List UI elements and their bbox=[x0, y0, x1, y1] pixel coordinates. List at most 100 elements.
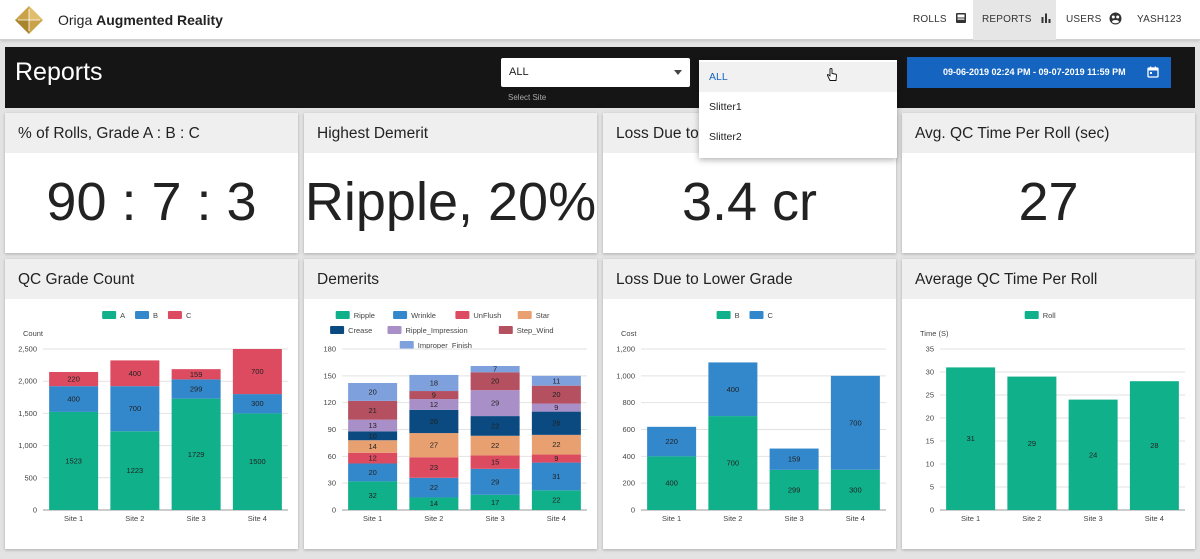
x-tick-label: Site 4 bbox=[1145, 514, 1164, 523]
bar-segment bbox=[409, 497, 459, 510]
data-label: 31 bbox=[966, 434, 974, 443]
bar-segment bbox=[531, 490, 581, 510]
nav-rolls-label: ROLLS bbox=[913, 14, 947, 25]
data-label: 31 bbox=[552, 472, 560, 481]
data-label: 10 bbox=[368, 431, 376, 440]
y-tick-label: 0 bbox=[33, 506, 37, 515]
legend-swatch bbox=[102, 311, 117, 319]
bar-segment bbox=[470, 468, 520, 495]
bar-segment bbox=[348, 463, 398, 482]
avg-qc-time-chart: Roll Time (S) 0 5 10 15 20 25 30 35 31 Site 1 29 Site… bbox=[920, 311, 1185, 523]
bar-segment bbox=[470, 416, 520, 436]
chart-title: Average QC Time Per Roll bbox=[915, 271, 1098, 288]
bar-segment bbox=[232, 349, 282, 395]
bar-segment bbox=[171, 379, 221, 399]
legend-label: C bbox=[186, 311, 192, 320]
date-range-button[interactable]: 09-06-2019 02:24 PM - 09-07-2019 11:59 P… bbox=[907, 57, 1171, 88]
bar-segment bbox=[708, 416, 758, 510]
y-axis-label: Cost bbox=[621, 329, 637, 338]
data-label: 20 bbox=[368, 387, 376, 396]
y-tick-label: 15 bbox=[926, 437, 934, 446]
bar-segment bbox=[409, 391, 459, 400]
data-label: 22 bbox=[430, 483, 438, 492]
data-label: 20 bbox=[552, 390, 560, 399]
data-label: 14 bbox=[368, 442, 376, 451]
bar-segment bbox=[531, 385, 581, 404]
data-label: 299 bbox=[190, 385, 203, 394]
y-tick-label: 400 bbox=[622, 452, 635, 461]
x-tick-label: Site 1 bbox=[662, 514, 681, 523]
bar-segment bbox=[531, 462, 581, 491]
data-label: 7 bbox=[493, 365, 497, 374]
chart-card-header: Demerits bbox=[304, 259, 597, 299]
data-label: 22 bbox=[552, 496, 560, 505]
top-navbar: Origa Augmented Reality ROLLS REPORTS US… bbox=[0, 0, 1200, 40]
data-label: 220 bbox=[67, 375, 80, 384]
bar-segment bbox=[946, 367, 996, 510]
data-label: 13 bbox=[368, 421, 376, 430]
page-title: Reports bbox=[15, 58, 103, 86]
y-tick-label: 200 bbox=[622, 479, 635, 488]
bar-segment bbox=[409, 409, 459, 434]
data-label: 220 bbox=[665, 437, 678, 446]
nav-reports[interactable]: REPORTS bbox=[973, 0, 1056, 40]
site-select[interactable]: ALL bbox=[501, 58, 690, 87]
data-label: 1729 bbox=[188, 450, 205, 459]
data-label: 15 bbox=[491, 458, 499, 467]
y-tick-label: 30 bbox=[926, 368, 934, 377]
nav-users-label: USERS bbox=[1066, 14, 1102, 25]
user-name: YASH123 bbox=[1137, 14, 1182, 25]
legend-label: Ripple bbox=[354, 311, 375, 320]
bar-segment bbox=[1068, 399, 1118, 510]
data-label: 300 bbox=[251, 399, 264, 408]
users-icon bbox=[1109, 12, 1122, 25]
dropdown-option-slitter1[interactable]: Slitter1 bbox=[709, 101, 742, 113]
legend-swatch bbox=[330, 326, 345, 334]
legend-label: Improper_Finish bbox=[418, 341, 472, 350]
nav-users[interactable]: USERS bbox=[1066, 0, 1126, 40]
origa-logo-icon[interactable] bbox=[14, 5, 44, 35]
bar-segment bbox=[110, 431, 160, 510]
legend-label: Ripple_Impression bbox=[406, 326, 468, 335]
data-label: 159 bbox=[190, 370, 203, 379]
loss-lower-grade-chart: B C Cost 0 200 400 600 800 1,000 1,200 400 220 Site … bbox=[616, 311, 886, 523]
bar-segment bbox=[348, 419, 398, 432]
dropdown-option-slitter2[interactable]: Slitter2 bbox=[709, 131, 742, 143]
kpi-title: % of Rolls, Grade A : B : C bbox=[18, 125, 200, 142]
data-label: 700 bbox=[251, 367, 264, 376]
data-label: 9 bbox=[554, 454, 558, 463]
data-label: 26 bbox=[430, 417, 438, 426]
bar-segment bbox=[409, 399, 459, 410]
chart-card-header: Loss Due to Lower Grade bbox=[603, 259, 896, 299]
data-label: 20 bbox=[368, 468, 376, 477]
data-label: 11 bbox=[552, 376, 560, 385]
reports-header: Reports ALL Select Site 09-06-2019 02:24… bbox=[5, 47, 1195, 108]
bar-segment bbox=[769, 448, 819, 470]
bar-segment bbox=[470, 390, 520, 417]
data-label: 20 bbox=[491, 377, 499, 386]
x-tick-label: Site 2 bbox=[424, 514, 443, 523]
data-label: 17 bbox=[491, 498, 499, 507]
kpi-card-header: Avg. QC Time Per Roll (sec) bbox=[902, 113, 1195, 153]
bar-segment bbox=[232, 413, 282, 510]
data-label: 700 bbox=[849, 418, 862, 427]
x-tick-label: Site 4 bbox=[547, 514, 566, 523]
bar-segment bbox=[470, 435, 520, 456]
dropdown-option-all[interactable]: ALL bbox=[699, 62, 897, 92]
kpi-value: Ripple, 20% bbox=[304, 172, 597, 232]
y-tick-label: 30 bbox=[328, 479, 336, 488]
y-tick-label: 60 bbox=[328, 452, 336, 461]
hand-cursor-icon bbox=[826, 68, 837, 81]
data-label: 12 bbox=[430, 400, 438, 409]
y-axis-label: Count bbox=[23, 329, 44, 338]
y-tick-label: 1,500 bbox=[18, 409, 37, 418]
legend-swatch bbox=[135, 311, 150, 319]
nav-user-account[interactable]: YASH123 bbox=[1137, 0, 1192, 40]
legend-label: A bbox=[120, 311, 125, 320]
nav-rolls[interactable]: ROLLS bbox=[906, 0, 974, 40]
kpi-value: 90 : 7 : 3 bbox=[46, 172, 257, 232]
x-tick-label: Site 1 bbox=[64, 514, 83, 523]
bar-segment bbox=[830, 469, 880, 510]
kpi-title: Avg. QC Time Per Roll (sec) bbox=[915, 125, 1110, 142]
bar-segment bbox=[348, 452, 398, 464]
